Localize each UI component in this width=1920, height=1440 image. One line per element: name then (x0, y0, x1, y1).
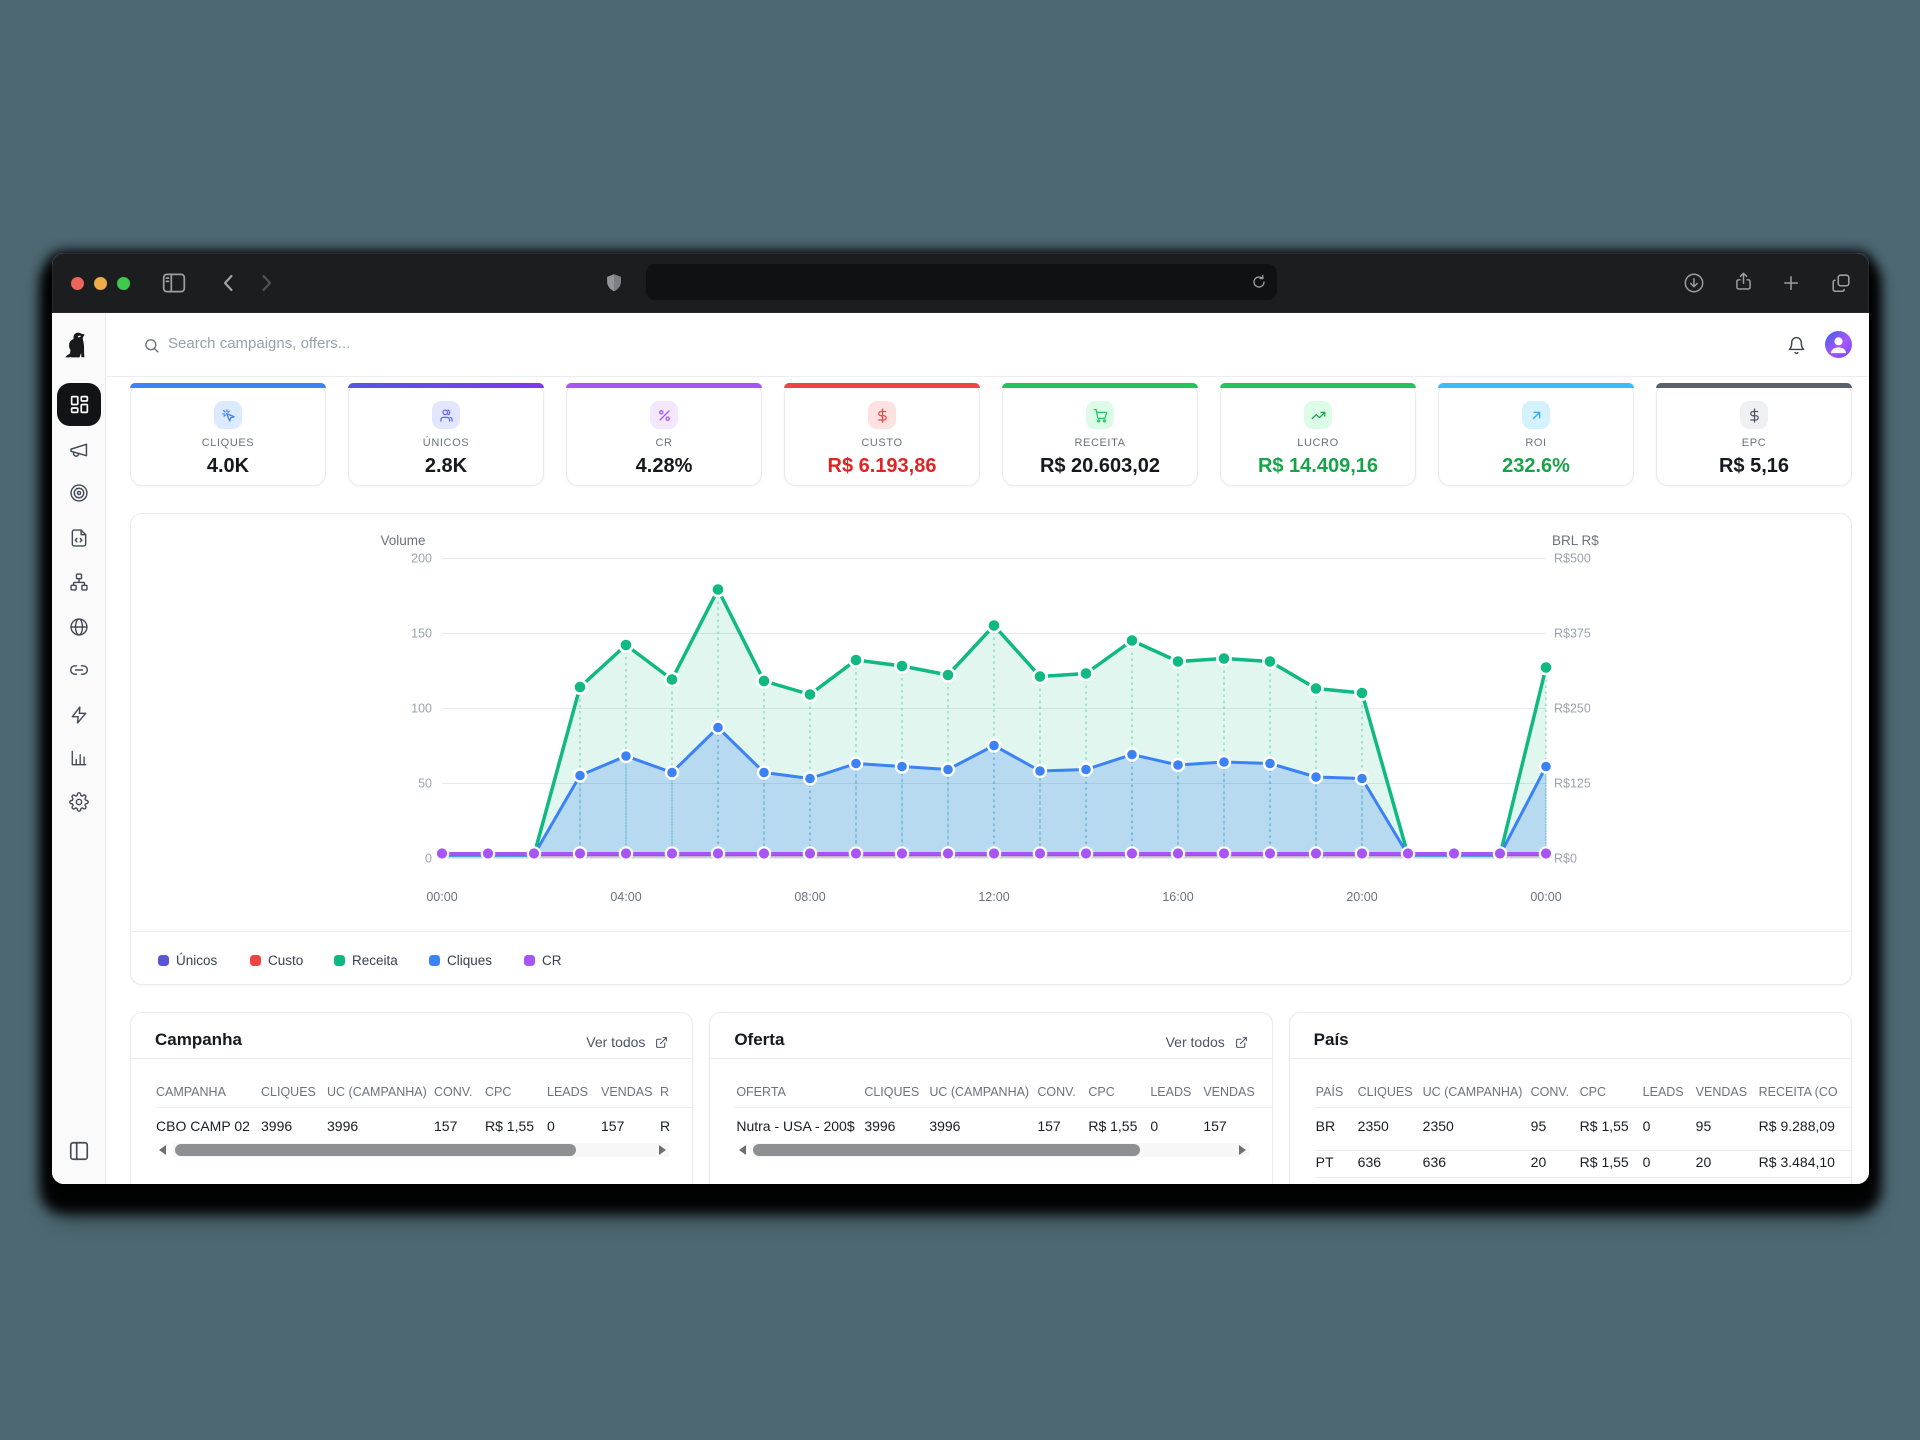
svg-text:100: 100 (411, 702, 432, 716)
svg-text:Receita: Receita (352, 953, 398, 968)
svg-text:20:00: 20:00 (1346, 890, 1377, 904)
svg-text:R$500: R$500 (1554, 552, 1591, 566)
svg-text:04:00: 04:00 (610, 890, 641, 904)
svg-text:Cliques: Cliques (447, 953, 492, 968)
svg-text:R$125: R$125 (1554, 777, 1591, 791)
svg-text:Únicos: Únicos (176, 953, 218, 968)
svg-text:CR: CR (542, 953, 562, 968)
svg-text:00:00: 00:00 (1530, 890, 1561, 904)
svg-text:Custo: Custo (268, 953, 303, 968)
svg-text:150: 150 (411, 627, 432, 641)
svg-text:50: 50 (418, 777, 432, 791)
svg-text:R$250: R$250 (1554, 702, 1591, 716)
svg-text:12:00: 12:00 (978, 890, 1009, 904)
svg-text:00:00: 00:00 (426, 890, 457, 904)
svg-text:R$375: R$375 (1554, 627, 1591, 641)
svg-text:Volume: Volume (380, 533, 425, 548)
svg-text:R$0: R$0 (1554, 852, 1577, 866)
svg-text:0: 0 (425, 852, 432, 866)
svg-text:16:00: 16:00 (1162, 890, 1193, 904)
svg-text:08:00: 08:00 (794, 890, 825, 904)
svg-text:BRL R$: BRL R$ (1552, 533, 1599, 548)
svg-text:200: 200 (411, 552, 432, 566)
